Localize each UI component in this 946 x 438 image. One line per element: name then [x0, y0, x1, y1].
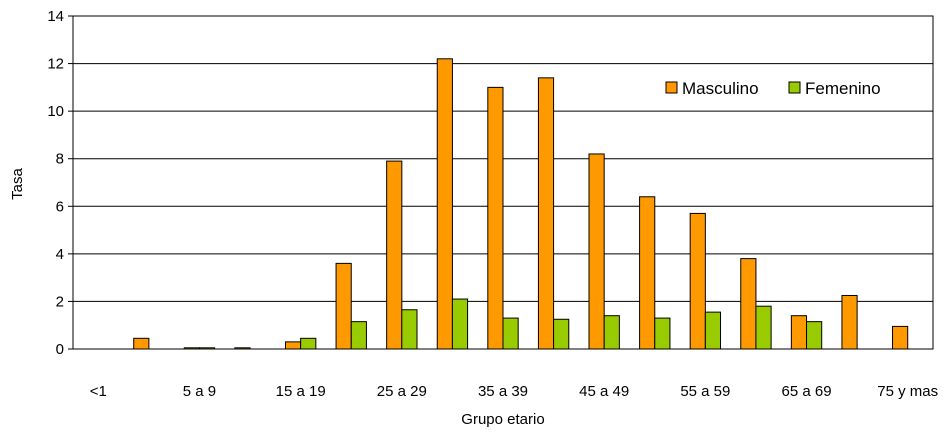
legend-swatch-masculino — [665, 81, 678, 94]
bar-masculino-3 — [234, 347, 251, 350]
bar-masculino-13 — [740, 258, 757, 350]
bar-femenino-12 — [704, 311, 722, 350]
bar-masculino-12 — [689, 212, 706, 350]
bar-masculino-10 — [588, 153, 605, 350]
bar-masculino-11 — [639, 196, 656, 350]
x-tick-label: 75 y mas — [877, 383, 938, 400]
legend-label-femenino: Femenino — [805, 79, 881, 98]
bar-masculino-14 — [790, 315, 808, 350]
bar-femenino-11 — [654, 317, 671, 350]
bar-femenino-7 — [451, 298, 469, 350]
y-tick-label: 0 — [56, 341, 64, 358]
y-tick-labels: 0 2 4 6 8 10 12 14 — [47, 8, 64, 358]
bar-masculino-5 — [335, 262, 352, 350]
y-tick-label: 8 — [56, 151, 64, 168]
bar-masculino-9 — [537, 77, 555, 350]
bar-femenino-2 — [198, 347, 216, 350]
bar-femenino-14 — [806, 321, 823, 350]
x-tick-label: 15 a 19 — [276, 383, 326, 400]
bar-masculino-2 — [183, 347, 200, 350]
bar-masculino-7 — [436, 58, 453, 350]
bar-femenino-6 — [401, 309, 418, 350]
bar-masculino-15 — [841, 294, 858, 350]
legend-swatch-femenino — [788, 81, 801, 94]
bar-masculino-1 — [133, 337, 150, 350]
x-tick-label: 25 a 29 — [377, 383, 427, 400]
x-tick-label: 5 a 9 — [183, 383, 216, 400]
y-tick-label: 6 — [56, 198, 64, 215]
bar-masculino-16 — [892, 325, 909, 350]
y-tick-label: 12 — [47, 56, 64, 73]
bar-femenino-13 — [755, 305, 772, 350]
y-tick-label: 2 — [56, 293, 64, 310]
bar-masculino-4 — [284, 341, 302, 350]
x-tick-label: 65 a 69 — [782, 383, 832, 400]
bar-masculino-6 — [386, 160, 403, 350]
bar-femenino-10 — [603, 315, 620, 350]
y-tick-label: 14 — [47, 8, 64, 25]
bar-femenino-4 — [300, 337, 317, 350]
legend-label-masculino: Masculino — [682, 79, 759, 98]
bar-femenino-9 — [553, 318, 570, 350]
bar-femenino-5 — [350, 321, 367, 350]
x-tick-label: 55 a 59 — [680, 383, 730, 400]
x-tick-label: 35 a 39 — [478, 383, 528, 400]
x-axis-title: Grupo etario — [461, 411, 544, 428]
bar-femenino-8 — [502, 317, 519, 350]
y-tick-label: 10 — [47, 103, 64, 120]
bars — [133, 58, 909, 350]
x-tick-label: <1 — [90, 383, 107, 400]
y-axis-title: Tasa — [9, 168, 26, 200]
x-tick-labels: <1 5 a 9 15 a 19 25 a 29 35 a 39 45 a 49 55 a … — [90, 383, 938, 400]
y-tick-label: 4 — [56, 246, 64, 263]
x-tick-label: 45 a 49 — [579, 383, 629, 400]
bar-masculino-8 — [487, 86, 504, 350]
legend: Masculino Femenino — [665, 79, 881, 98]
